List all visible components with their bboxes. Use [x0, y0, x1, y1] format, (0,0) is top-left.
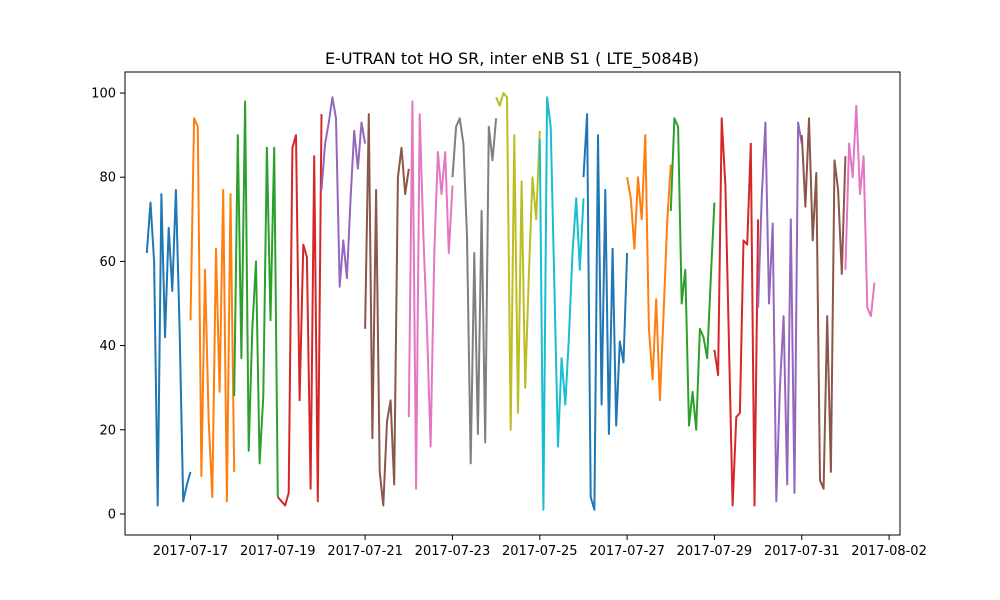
x-tick-label: 2017-07-31 [764, 544, 840, 559]
series-line-14 [713, 117, 760, 507]
series-line-1 [145, 188, 192, 507]
plot-frame [124, 71, 901, 536]
y-tick-label: 80 [99, 171, 116, 186]
series-line-6 [364, 113, 410, 507]
series-line-4 [277, 114, 323, 507]
series-line-2 [189, 117, 236, 503]
x-tick-label: 2017-07-19 [240, 544, 316, 559]
y-tick-label: 40 [99, 339, 116, 354]
y-tick-label: 0 [108, 507, 116, 522]
series-line-15 [757, 121, 803, 503]
series-line-7 [407, 100, 454, 490]
series-layer [145, 92, 876, 511]
y-tick-label: 100 [91, 87, 116, 102]
x-tick-label: 2017-07-17 [153, 544, 229, 559]
chart-title: E-UTRAN tot HO SR, inter eNB S1 ( LTE_50… [325, 49, 699, 69]
x-tick-label: 2017-07-21 [327, 544, 403, 559]
y-tick-label: 20 [99, 423, 116, 438]
series-line-16 [800, 117, 847, 490]
x-tick-label: 2017-07-25 [502, 544, 578, 559]
series-line-3 [233, 100, 279, 498]
series-line-13 [669, 117, 716, 431]
series-line-17 [844, 104, 876, 318]
series-line-8 [451, 117, 498, 465]
series-line-9 [495, 92, 541, 431]
series-line-12 [626, 134, 672, 402]
series-line-10 [538, 96, 585, 511]
series-line-11 [582, 113, 629, 511]
series-line-5 [320, 96, 367, 288]
y-tick-label: 60 [99, 255, 116, 270]
x-tick-label: 2017-07-23 [415, 544, 491, 559]
x-tick-label: 2017-07-29 [677, 544, 753, 559]
x-tick-label: 2017-08-02 [851, 544, 927, 559]
x-tick-label: 2017-07-27 [589, 544, 665, 559]
ticks-layer: 2017-07-17 2017-07-19 2017-07-21 2017-07-23… [91, 87, 927, 559]
